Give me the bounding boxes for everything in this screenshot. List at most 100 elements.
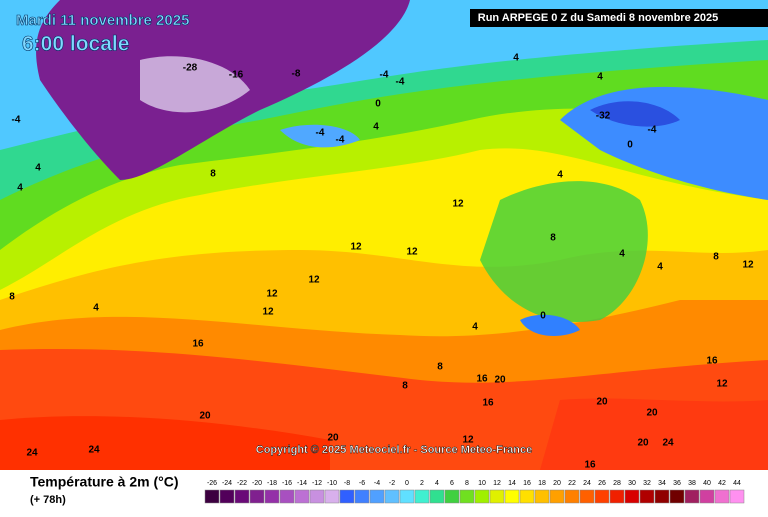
temperature-label: 12	[266, 289, 278, 300]
scale-tick-label: 18	[538, 480, 546, 487]
temperature-label: 8	[402, 381, 408, 392]
temperature-label: 24	[88, 445, 100, 456]
scale-tick-label: -12	[312, 480, 322, 487]
scale-tick-label: 14	[508, 480, 516, 487]
temperature-label: 12	[262, 307, 274, 318]
map-title: Mardi 11 novembre 2025	[16, 12, 189, 29]
scale-swatch	[204, 489, 220, 504]
temperature-label: 20	[646, 408, 658, 419]
map-background	[0, 0, 768, 470]
temperature-label: -16	[229, 70, 244, 81]
temperature-label: 12	[308, 275, 320, 286]
scale-tick-label: 44	[733, 480, 741, 487]
scale-tick-label: -16	[282, 480, 292, 487]
temperature-label: 0	[540, 311, 546, 322]
scale-tick-label: -2	[389, 480, 395, 487]
temperature-label: 12	[452, 199, 464, 210]
scale-tick-label: -6	[359, 480, 365, 487]
scale-swatch	[309, 489, 325, 504]
temperature-labels: -28 -16 -8 -4 -4 0 4 4 -4 -4 8 12 12 12 12 12 12 16 20 24 24…	[9, 53, 754, 471]
scale-tick-label: 26	[598, 480, 606, 487]
temperature-label: 24	[662, 438, 674, 449]
temperature-label: 8	[713, 252, 719, 263]
scale-swatch	[519, 489, 535, 504]
temperature-label: 12	[350, 242, 362, 253]
temperature-label: -8	[292, 69, 301, 80]
scale-tick-label: -22	[237, 480, 247, 487]
temperature-label: 4	[17, 183, 23, 194]
scale-swatch	[264, 489, 280, 504]
scale-swatch	[699, 489, 715, 504]
scale-tick-label: -8	[344, 480, 350, 487]
scale-swatch	[639, 489, 655, 504]
scale-tick-label: 2	[420, 480, 424, 487]
temperature-label: 12	[742, 260, 754, 271]
temperature-label: 20	[596, 397, 608, 408]
scale-tick-label: 20	[553, 480, 561, 487]
temperature-label: 16	[192, 339, 204, 350]
temperature-label: 20	[199, 411, 211, 422]
temperature-label: 4	[619, 249, 625, 260]
scale-tick-label: -14	[297, 480, 307, 487]
scale-tick-label: 12	[493, 480, 501, 487]
scale-swatch	[624, 489, 640, 504]
temperature-label: 12	[462, 435, 474, 446]
scale-tick-label: 24	[583, 480, 591, 487]
scale-tick-label: -18	[267, 480, 277, 487]
scale-swatch	[594, 489, 610, 504]
temperature-label: 12	[406, 247, 418, 258]
temperature-label: 4	[93, 303, 99, 314]
scale-swatch	[249, 489, 265, 504]
scale-swatch	[669, 489, 685, 504]
scale-tick-label: -24	[222, 480, 232, 487]
scale-tick-label: 40	[703, 480, 711, 487]
temperature-label: 0	[375, 99, 381, 110]
scale-swatch	[324, 489, 340, 504]
scale-tick-label: -4	[374, 480, 380, 487]
temperature-label: 16	[706, 356, 718, 367]
scale-swatch	[714, 489, 730, 504]
scale-swatch	[474, 489, 490, 504]
copyright: Copyright © 2025 Meteociel.fr - Source M…	[256, 444, 532, 456]
temperature-label: -28	[183, 63, 198, 74]
temperature-label: 20	[327, 433, 339, 444]
temperature-label: 4	[35, 163, 41, 174]
scale-tick-label: 32	[643, 480, 651, 487]
scale-swatch	[459, 489, 475, 504]
scale-tick-label: 28	[613, 480, 621, 487]
scale-tick-label: 42	[718, 480, 726, 487]
temperature-label: 16	[476, 374, 488, 385]
scale-swatch	[504, 489, 520, 504]
temperature-label: 4	[557, 170, 563, 181]
temperature-label: 8	[210, 169, 216, 180]
scale-tick-label: 6	[450, 480, 454, 487]
temperature-label: 0	[627, 140, 633, 151]
temperature-label: -32	[596, 111, 611, 122]
scale-swatch	[429, 489, 445, 504]
legend-lead: (+ 78h)	[30, 494, 66, 506]
map-subtitle: 6:00 locale	[22, 33, 129, 56]
temperature-label: 16	[584, 460, 596, 471]
temperature-label: -4	[396, 77, 405, 88]
scale-tick-label: 0	[405, 480, 409, 487]
scale-swatch	[414, 489, 430, 504]
scale-swatch	[279, 489, 295, 504]
scale-tick-label: 34	[658, 480, 666, 487]
temperature-label: 4	[597, 72, 603, 83]
temperature-label: 20	[637, 438, 649, 449]
scale-tick-label: 16	[523, 480, 531, 487]
scale-tick-label: 36	[673, 480, 681, 487]
scale-swatch	[399, 489, 415, 504]
temperature-label: 8	[437, 362, 443, 373]
scale-swatch	[534, 489, 550, 504]
scale-swatch	[549, 489, 565, 504]
run-info: Run ARPEGE 0 Z du Samedi 8 novembre 2025	[478, 12, 718, 24]
temperature-label: 8	[9, 292, 15, 303]
scale-swatch	[339, 489, 355, 504]
scale-swatch	[294, 489, 310, 504]
scale-tick-label: -26	[207, 480, 217, 487]
legend-title: Température à 2m (°C)	[30, 474, 179, 490]
scale-swatch	[444, 489, 460, 504]
scale-tick-label: 10	[478, 480, 486, 487]
